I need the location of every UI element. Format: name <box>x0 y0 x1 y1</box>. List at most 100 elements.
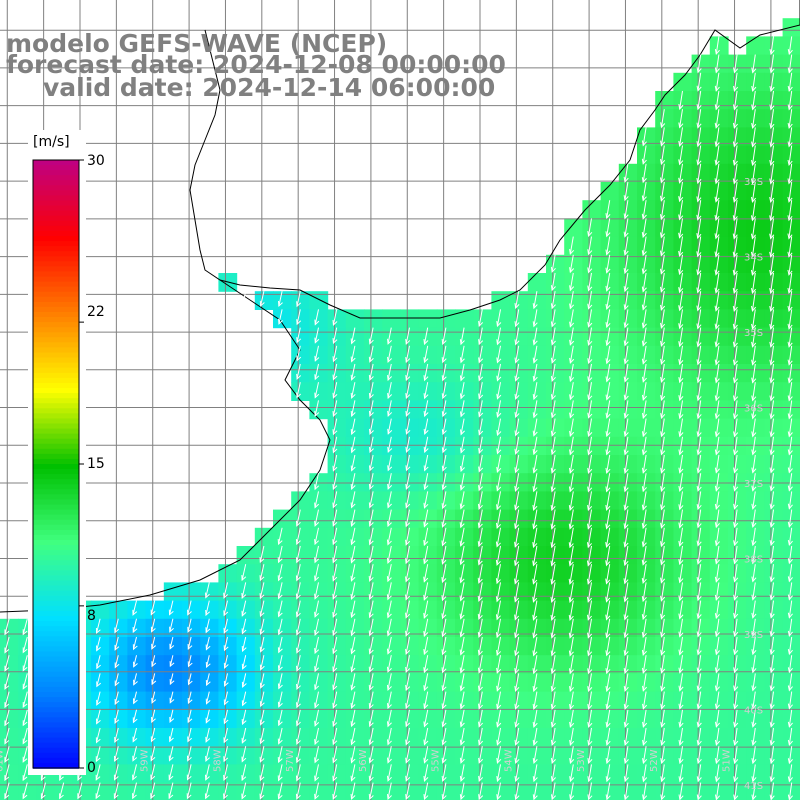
wind-arrow <box>4 709 10 727</box>
wind-arrow <box>369 436 374 454</box>
wind-arrow <box>732 345 738 366</box>
wind-arrow <box>22 673 28 690</box>
wind-arrow <box>532 473 538 493</box>
wind-arrow <box>350 527 356 546</box>
wind-arrow <box>514 309 520 328</box>
wind-arrow <box>259 291 265 307</box>
wind-arrow <box>714 491 720 511</box>
wind-arrow <box>477 545 483 566</box>
wind-arrow <box>641 454 647 474</box>
wind-arrow <box>386 618 392 637</box>
wind-arrow <box>660 436 666 456</box>
wind-arrow <box>405 691 411 710</box>
wind-arrow <box>641 327 647 347</box>
wind-arrow <box>22 636 28 654</box>
wind-arrow <box>751 382 757 402</box>
wind-arrow <box>714 764 721 783</box>
wind-arrow <box>441 418 447 436</box>
wind-arrow <box>623 491 629 511</box>
wind-arrow <box>387 345 392 364</box>
wind-arrow <box>696 272 702 294</box>
wind-arrow <box>605 418 611 438</box>
wind-arrow <box>368 691 374 710</box>
wind-arrow <box>714 200 720 222</box>
wind-arrow <box>459 655 465 674</box>
wind-arrow <box>295 764 301 782</box>
wind-arrow <box>441 491 447 510</box>
wind-arrow <box>660 691 666 710</box>
wind-arrow <box>732 181 738 203</box>
wind-arrow <box>569 272 575 292</box>
wind-arrow <box>605 709 611 729</box>
wind-arrow <box>587 309 593 328</box>
wind-arrow <box>550 527 556 549</box>
wind-arrow <box>223 746 229 763</box>
wind-arrow <box>623 473 629 493</box>
wind-arrow <box>423 527 429 547</box>
wind-arrow <box>732 163 738 185</box>
wind-arrow <box>314 673 320 691</box>
wind-arrow <box>296 327 302 344</box>
wind-arrow <box>569 309 575 328</box>
wind-arrow <box>532 782 538 800</box>
wind-arrow <box>496 782 502 800</box>
wind-arrow <box>441 436 447 454</box>
wind-arrow <box>568 454 575 474</box>
wind-arrow <box>714 327 720 348</box>
wind-arrow <box>241 782 247 800</box>
wind-arrow <box>787 636 793 656</box>
wind-arrow <box>332 600 338 619</box>
wind-arrow <box>769 491 775 510</box>
wind-arrow <box>787 582 793 601</box>
wind-arrow <box>514 454 520 474</box>
wind-arrow <box>769 746 775 765</box>
wind-arrow <box>733 418 739 438</box>
wind-arrow <box>387 746 392 764</box>
wind-arrow <box>496 309 502 328</box>
wind-arrow <box>587 218 593 238</box>
wind-arrow <box>441 363 447 382</box>
wind-arrow <box>733 400 739 420</box>
wind-arrow <box>678 564 684 584</box>
wind-arrow <box>150 618 156 633</box>
wind-arrow <box>641 600 647 621</box>
wind-arrow <box>678 327 684 348</box>
wind-arrow <box>769 655 775 674</box>
wind-arrow <box>350 709 356 728</box>
wind-arrow <box>714 90 720 111</box>
wind-arrow <box>478 363 484 382</box>
wind-arrow <box>314 363 320 381</box>
wind-arrow <box>787 655 793 674</box>
wind-arrow <box>532 454 538 474</box>
wind-arrow <box>277 618 283 636</box>
wind-arrow <box>623 564 629 585</box>
wind-arrow <box>641 509 647 530</box>
wind-arrow <box>495 527 501 548</box>
wind-arrow <box>350 564 356 582</box>
wind-arrow <box>550 582 556 604</box>
wind-arrow <box>514 473 520 493</box>
wind-arrow <box>150 600 156 616</box>
wind-arrow <box>641 527 647 548</box>
wind-arrow <box>569 746 575 765</box>
wind-arrow <box>787 72 793 93</box>
wind-arrow <box>605 436 611 456</box>
wind-arrow <box>423 782 429 800</box>
wind-arrow <box>423 673 429 692</box>
wind-arrow <box>714 109 720 129</box>
wind-arrow <box>495 600 501 621</box>
wind-arrow <box>750 272 757 295</box>
wind-arrow <box>532 545 538 567</box>
wind-arrow <box>441 600 447 620</box>
wind-arrow <box>787 345 793 366</box>
wind-arrow <box>459 527 465 547</box>
wind-arrow <box>368 527 374 546</box>
wind-arrow <box>660 782 666 800</box>
wind-arrow <box>550 746 556 765</box>
wind-arrow <box>605 782 611 800</box>
wind-arrow <box>332 473 338 491</box>
wind-arrow <box>441 727 447 746</box>
wind-arrow <box>459 709 465 728</box>
wind-arrow <box>714 618 720 638</box>
wind-arrow <box>733 473 739 492</box>
